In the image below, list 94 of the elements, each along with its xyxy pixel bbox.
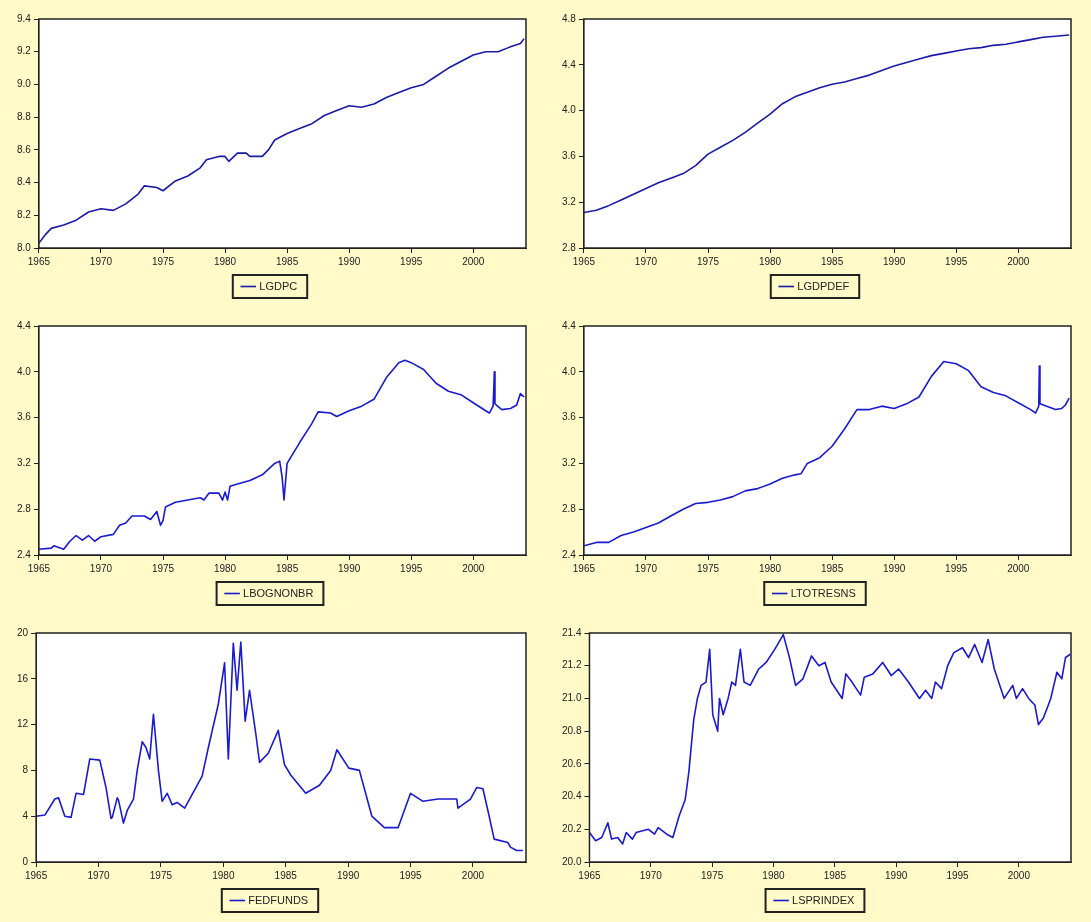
x-tick-label: 2000 [1007, 869, 1030, 881]
x-tick-label: 1985 [274, 869, 297, 881]
y-tick-label: 16 [16, 672, 29, 684]
y-tick-label: 4.4 [16, 319, 31, 331]
x-tick-label: 1995 [944, 562, 968, 574]
x-tick-label: 1990 [884, 869, 908, 881]
legend-label: LGDPDEF [796, 279, 850, 292]
legend-label: FEDFUNDS [247, 893, 308, 906]
y-tick-label: 2.8 [16, 502, 31, 514]
y-tick-label: 3.6 [561, 149, 576, 161]
x-tick-label: 1970 [634, 562, 658, 574]
x-tick-label: 1980 [213, 562, 237, 574]
x-tick-label: 2000 [461, 562, 485, 574]
y-tick-label: 2.8 [561, 241, 576, 253]
x-tick-label: 1990 [882, 562, 906, 574]
x-tick-label: 2000 [461, 255, 485, 267]
y-tick-label: 8.0 [16, 241, 31, 253]
x-tick-label: 1985 [275, 255, 299, 267]
x-tick-label: 1990 [337, 255, 361, 267]
y-tick-label: 8.8 [16, 110, 31, 122]
y-tick-label: 21.2 [561, 658, 582, 670]
y-tick-label: 20.6 [561, 757, 582, 769]
x-tick-label: 1975 [700, 869, 724, 881]
x-tick-label: 1975 [149, 869, 172, 881]
x-tick-label: 1980 [213, 255, 237, 267]
y-tick-label: 9.0 [16, 77, 31, 89]
y-tick-label: 21.4 [561, 626, 582, 638]
x-tick-label: 1970 [86, 869, 110, 881]
y-tick-label: 8.6 [16, 143, 31, 155]
x-tick-label: 2000 [461, 869, 485, 881]
y-tick-label: 20.4 [561, 789, 582, 801]
x-tick-label: 1965 [577, 869, 601, 881]
x-tick-label: 1980 [758, 255, 782, 267]
x-tick-label: 1990 [882, 255, 906, 267]
x-tick-label: 1995 [399, 255, 423, 267]
legend-label: LGDPC [258, 279, 297, 292]
x-tick-label: 2000 [1006, 255, 1030, 267]
y-tick-label: 4.0 [561, 103, 576, 115]
x-tick-label: 1965 [24, 869, 48, 881]
x-tick-label: 1980 [761, 869, 785, 881]
y-tick-label: 9.4 [16, 12, 31, 24]
x-tick-label: 1965 [27, 562, 50, 574]
y-tick-label: 4.0 [561, 365, 576, 377]
y-tick-label: 4 [22, 809, 29, 821]
y-tick-label: 9.2 [16, 44, 31, 56]
y-tick-label: 4.8 [561, 12, 576, 24]
x-tick-label: 1970 [639, 869, 662, 881]
x-tick-label: 1965 [572, 562, 595, 574]
x-tick-label: 1975 [151, 562, 175, 574]
y-tick-label: 3.2 [16, 456, 31, 468]
x-tick-label: 1990 [337, 562, 361, 574]
x-tick-label: 1975 [696, 255, 720, 267]
y-tick-label: 4.4 [561, 58, 576, 70]
x-tick-label: 1965 [27, 255, 50, 267]
x-tick-label: 1970 [634, 255, 658, 267]
x-tick-label: 1975 [151, 255, 175, 267]
x-tick-label: 1970 [89, 255, 113, 267]
y-tick-label: 12 [16, 717, 29, 729]
legend-label: LSPRINDEX [791, 893, 855, 906]
x-tick-label: 1980 [211, 869, 235, 881]
y-tick-label: 2.4 [16, 548, 31, 560]
y-tick-label: 2.4 [561, 548, 576, 560]
legend-label: LBOGNONBR [242, 586, 313, 599]
y-tick-label: 21.0 [561, 691, 582, 703]
y-tick-label: 8.4 [16, 175, 31, 187]
x-tick-label: 1985 [820, 562, 844, 574]
y-tick-label: 20.8 [561, 724, 582, 736]
x-tick-label: 1975 [696, 562, 720, 574]
y-tick-label: 3.2 [561, 195, 576, 207]
x-tick-label: 1990 [336, 869, 360, 881]
y-tick-label: 4.0 [16, 365, 31, 377]
y-tick-label: 3.6 [16, 410, 31, 422]
x-tick-label: 1995 [398, 869, 422, 881]
y-tick-label: 8.2 [16, 208, 31, 220]
y-tick-label: 20.0 [561, 855, 582, 867]
x-tick-label: 1980 [758, 562, 782, 574]
x-tick-label: 1985 [823, 869, 846, 881]
x-tick-label: 1995 [399, 562, 423, 574]
x-tick-label: 1965 [572, 255, 595, 267]
y-tick-label: 3.6 [561, 410, 576, 422]
x-tick-label: 2000 [1006, 562, 1030, 574]
x-tick-label: 1995 [944, 255, 968, 267]
y-tick-label: 3.2 [561, 456, 576, 468]
x-tick-label: 1985 [275, 562, 299, 574]
x-tick-label: 1985 [820, 255, 844, 267]
x-tick-label: 1995 [945, 869, 969, 881]
y-tick-label: 0 [22, 855, 29, 867]
y-tick-label: 4.4 [561, 319, 576, 331]
y-tick-label: 20 [16, 626, 29, 638]
y-tick-label: 2.8 [561, 502, 576, 514]
y-tick-label: 8 [22, 763, 29, 775]
y-tick-label: 20.2 [561, 822, 582, 834]
legend-label: LTOTRESNS [790, 586, 856, 599]
x-tick-label: 1970 [89, 562, 113, 574]
